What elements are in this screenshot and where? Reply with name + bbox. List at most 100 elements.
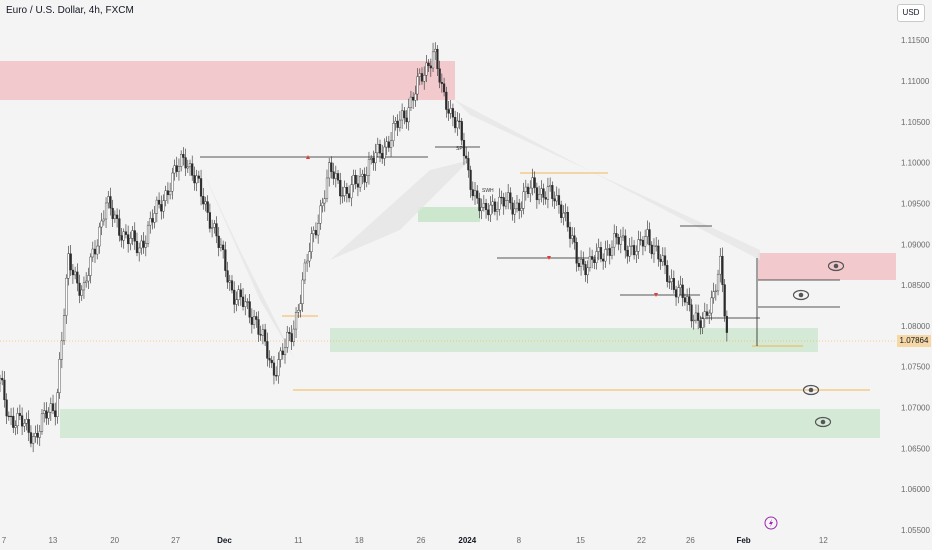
candle-body — [401, 110, 404, 121]
candle-body — [27, 419, 30, 433]
candle-body — [120, 235, 123, 241]
candle-body — [184, 157, 187, 169]
candle-body — [12, 415, 15, 428]
candle-body — [67, 253, 70, 279]
candle-body — [496, 209, 499, 212]
candle-body — [619, 236, 622, 245]
y-tick-label: 1.06000 — [901, 485, 930, 494]
candle-body — [489, 204, 492, 216]
eye-icon[interactable] — [814, 416, 832, 428]
candle-body — [644, 236, 647, 247]
candle-body — [177, 166, 181, 172]
candle-body — [0, 377, 2, 384]
candle-body — [445, 91, 448, 110]
candle-body — [275, 375, 278, 377]
currency-selector[interactable]: USD — [897, 4, 925, 22]
candle-body — [345, 187, 348, 194]
candle-body — [140, 240, 143, 249]
candle-body — [336, 173, 340, 181]
candle-body — [361, 173, 364, 177]
candle-body — [610, 246, 614, 256]
candle-body — [18, 413, 21, 416]
eye-icon[interactable] — [792, 289, 810, 301]
candle-body — [568, 226, 572, 239]
candle-body — [469, 169, 472, 190]
candle-body — [210, 227, 214, 229]
candle-body — [632, 245, 636, 256]
candle-body — [166, 190, 170, 196]
candle-body — [197, 175, 200, 179]
candle-body — [710, 297, 713, 314]
candle-body — [480, 207, 483, 212]
candle-body — [25, 419, 28, 424]
candle-body — [551, 185, 554, 199]
candle-body — [624, 235, 627, 251]
candle-body — [716, 273, 720, 292]
candle-body — [396, 120, 399, 128]
candle-body — [641, 239, 645, 247]
candle-body — [180, 153, 183, 167]
eye-icon[interactable] — [827, 260, 845, 272]
candle-body — [3, 379, 6, 401]
candle-body — [292, 328, 295, 343]
candle-body — [160, 204, 163, 212]
candle-body — [438, 68, 441, 83]
candle-body — [171, 172, 174, 192]
candle-body — [484, 203, 488, 210]
candle-body — [670, 278, 673, 282]
lightning-icon[interactable] — [764, 516, 778, 530]
candle-body — [323, 198, 326, 204]
candle-body — [502, 197, 505, 207]
candle-body — [230, 280, 234, 291]
candle-body — [562, 212, 565, 218]
candle-body — [451, 108, 455, 118]
candle-body — [409, 96, 413, 108]
x-tick-label: 20 — [110, 536, 119, 545]
candle-body — [65, 277, 68, 316]
candle-body — [217, 235, 220, 248]
candle-body — [135, 241, 139, 254]
y-tick-label: 1.06500 — [901, 444, 930, 453]
candle-body — [343, 187, 346, 196]
candle-body — [228, 280, 231, 283]
x-axis[interactable]: 7 13 20 27 Dec 11 18 26 2024 8 15 22 26 Feb 12 — [2, 536, 829, 545]
y-tick-label: 1.07500 — [901, 363, 930, 372]
candle-body — [694, 312, 698, 321]
y-axis[interactable]: 1.11500 1.11000 1.10500 1.10000 1.09500 1.090… — [901, 36, 930, 535]
candle-body — [628, 246, 631, 257]
candle-body — [537, 194, 541, 201]
candle-body — [637, 239, 640, 252]
candle-body — [341, 195, 344, 197]
candle-body — [473, 190, 477, 197]
y-tick-label: 1.08500 — [901, 281, 930, 290]
candle-body — [149, 218, 152, 226]
candle-body — [268, 358, 271, 361]
eye-icon[interactable] — [802, 384, 820, 396]
candle-body — [58, 359, 61, 393]
candle-body — [376, 143, 379, 154]
candle-body — [314, 230, 318, 236]
candle-body — [573, 235, 576, 243]
candle-body — [328, 162, 331, 179]
candle-body — [257, 319, 260, 335]
x-tick-label: Feb — [736, 536, 750, 545]
demand-zone-bottom — [60, 409, 880, 438]
chart-title: Euro / U.S. Dollar, 4h, FXCM — [6, 5, 134, 16]
candle-body — [312, 230, 315, 234]
candle-body — [429, 65, 432, 69]
candle-body — [697, 312, 700, 321]
candle-body — [493, 201, 496, 212]
candle-body — [142, 240, 145, 248]
candle-body — [509, 192, 512, 204]
candle-body — [34, 433, 37, 437]
candle-body — [591, 256, 594, 260]
candle-body — [690, 304, 693, 322]
candle-body — [191, 163, 194, 176]
candle-body — [246, 301, 249, 303]
candle-body — [339, 180, 342, 197]
candle-body — [162, 200, 165, 212]
candle-body — [425, 62, 428, 76]
candle-body — [582, 259, 585, 265]
candle-body — [91, 248, 94, 258]
